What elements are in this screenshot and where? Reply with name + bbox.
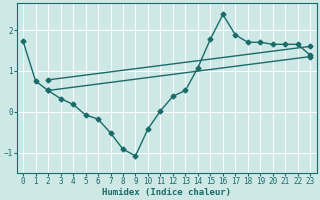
X-axis label: Humidex (Indice chaleur): Humidex (Indice chaleur) (102, 188, 231, 197)
